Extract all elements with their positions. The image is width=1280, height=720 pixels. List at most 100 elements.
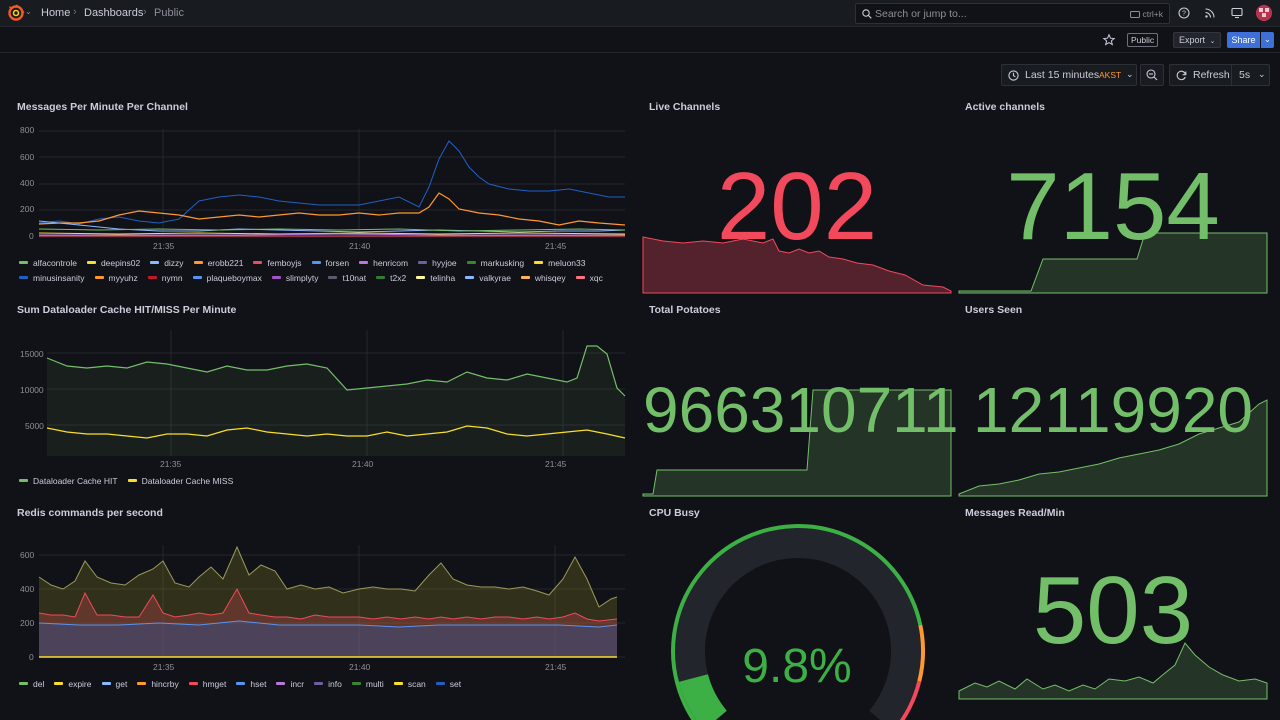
panel-title[interactable]: CPU Busy bbox=[649, 507, 700, 519]
help-icon[interactable]: ? bbox=[1178, 7, 1190, 19]
dashboard-toolbar: Public Export ⌄ Share ⌄ bbox=[0, 28, 1280, 53]
legend-item[interactable]: whisqey bbox=[520, 270, 566, 285]
panel-live-channels: Live Channels 202 bbox=[642, 101, 952, 294]
legend-label: deepins02 bbox=[100, 257, 141, 268]
panel-title[interactable]: Total Potatoes bbox=[649, 304, 721, 316]
legend-item[interactable]: alfacontrole bbox=[19, 255, 77, 270]
sparkline bbox=[642, 236, 952, 294]
legend-label: femboyjs bbox=[267, 257, 302, 268]
legend-label: hyyjoe bbox=[432, 257, 457, 268]
timeseries-chart[interactable] bbox=[38, 129, 626, 239]
refresh-label: Refresh bbox=[1193, 69, 1230, 81]
zoom-out-button[interactable] bbox=[1140, 64, 1164, 86]
legend-item[interactable]: hincrby bbox=[137, 676, 179, 691]
legend-item[interactable]: set bbox=[435, 676, 461, 691]
share-button[interactable]: Share bbox=[1227, 32, 1260, 48]
y-tick: 0 bbox=[29, 652, 34, 662]
x-tick: 21:45 bbox=[545, 662, 567, 672]
legend-item[interactable]: henricom bbox=[359, 255, 408, 270]
panel-title[interactable]: Sum Dataloader Cache HIT/MISS Per Minute bbox=[17, 304, 237, 316]
legend-item[interactable]: del bbox=[19, 676, 44, 691]
stat-value: 966310711 bbox=[643, 374, 959, 446]
legend-item[interactable]: slimplyty bbox=[271, 270, 318, 285]
legend-item[interactable]: info bbox=[314, 676, 342, 691]
legend-item[interactable]: hset bbox=[236, 676, 266, 691]
y-tick: 800 bbox=[20, 125, 35, 135]
legend-label: meluon33 bbox=[548, 257, 586, 268]
y-tick: 0 bbox=[29, 231, 34, 241]
gauge-threshold-red bbox=[899, 680, 922, 720]
x-tick: 21:40 bbox=[352, 459, 374, 469]
legend-item[interactable]: incr bbox=[276, 676, 304, 691]
legend-swatch bbox=[86, 261, 96, 264]
legend-item[interactable]: meluon33 bbox=[534, 255, 585, 270]
legend-swatch bbox=[19, 276, 28, 279]
legend-item[interactable]: dizzy bbox=[150, 255, 184, 270]
panel-title[interactable]: Active channels bbox=[965, 101, 1045, 113]
star-icon[interactable] bbox=[1102, 33, 1116, 46]
legend-swatch bbox=[54, 682, 64, 685]
timeseries-chart[interactable] bbox=[38, 545, 625, 659]
legend-swatch bbox=[193, 261, 203, 264]
legend-swatch bbox=[271, 276, 281, 279]
gauge-threshold-orange bbox=[917, 624, 926, 682]
legend-item[interactable]: multi bbox=[351, 676, 384, 691]
legend-item[interactable]: get bbox=[101, 676, 127, 691]
legend-label: henricom bbox=[373, 257, 409, 268]
legend-item[interactable]: valkyrae bbox=[465, 270, 511, 285]
rss-icon[interactable] bbox=[1204, 7, 1216, 19]
gauge-threshold-green bbox=[671, 524, 923, 720]
legend-swatch bbox=[534, 261, 544, 264]
sparkline-area bbox=[642, 236, 952, 294]
legend-label: hset bbox=[250, 678, 267, 689]
series-line bbox=[38, 140, 625, 225]
timeseries-chart[interactable] bbox=[46, 330, 626, 456]
legend-item[interactable]: scan bbox=[393, 676, 426, 691]
share-dropdown-button[interactable]: ⌄ bbox=[1261, 32, 1274, 48]
legend-swatch bbox=[137, 682, 147, 685]
breadcrumb-dashboards[interactable]: Dashboards bbox=[84, 7, 144, 19]
panel-title[interactable]: Redis commands per second bbox=[17, 507, 163, 519]
legend-item[interactable]: plaqueboymax bbox=[192, 270, 262, 285]
public-tag[interactable]: Public bbox=[1127, 33, 1159, 47]
refresh-icon bbox=[1176, 70, 1187, 81]
panel-title[interactable]: Messages Read/Min bbox=[965, 507, 1065, 519]
grafana-logo-icon[interactable] bbox=[8, 4, 25, 21]
legend-swatch bbox=[19, 261, 28, 264]
legend-item[interactable]: xqc bbox=[575, 270, 603, 285]
breadcrumb-home[interactable]: Home bbox=[41, 7, 71, 19]
panel-title[interactable]: Users Seen bbox=[965, 304, 1023, 316]
series-line bbox=[38, 228, 626, 232]
refresh-picker[interactable]: Refresh 5s ⌄ bbox=[1169, 64, 1270, 86]
sparkline bbox=[958, 642, 1268, 700]
panel-title[interactable]: Messages Per Minute Per Channel bbox=[17, 101, 188, 113]
legend-item[interactable]: femboyjs bbox=[253, 255, 302, 270]
legend-swatch bbox=[19, 682, 28, 685]
legend-item[interactable]: minusinsanity bbox=[19, 270, 85, 285]
legend-item[interactable]: forsen bbox=[311, 255, 349, 270]
legend-swatch bbox=[101, 682, 111, 685]
legend-item[interactable]: Dataloader Cache HIT bbox=[19, 473, 118, 488]
legend-item[interactable]: myyuhz bbox=[94, 270, 138, 285]
legend-item[interactable]: erobb221 bbox=[193, 255, 243, 270]
series-line bbox=[38, 220, 626, 233]
sparkline-area bbox=[958, 399, 1268, 497]
legend-item[interactable]: deepins02 bbox=[86, 255, 141, 270]
legend-item[interactable]: hyyjoe bbox=[418, 255, 457, 270]
time-range-picker[interactable]: Last 15 minutes AKST ⌄ bbox=[1001, 64, 1137, 86]
panel-title[interactable]: Live Channels bbox=[649, 101, 721, 113]
search-input[interactable]: Search or jump to... ctrl+k bbox=[855, 3, 1170, 24]
legend-item[interactable]: t10nat bbox=[328, 270, 366, 285]
monitor-icon[interactable] bbox=[1231, 7, 1243, 19]
legend-item[interactable]: t2x2 bbox=[376, 270, 406, 285]
export-button[interactable]: Export ⌄ bbox=[1173, 32, 1221, 48]
legend-item[interactable]: nymn bbox=[147, 270, 183, 285]
legend-item[interactable]: expire bbox=[54, 676, 92, 691]
legend-label: hincrby bbox=[151, 678, 179, 689]
chevron-down-icon[interactable]: ⌄ bbox=[25, 7, 32, 16]
legend-item[interactable]: Dataloader Cache MISS bbox=[127, 473, 233, 488]
legend-item[interactable]: telinha bbox=[416, 270, 455, 285]
legend-item[interactable]: hmget bbox=[188, 676, 226, 691]
avatar[interactable] bbox=[1256, 5, 1272, 21]
legend-item[interactable]: markusking bbox=[466, 255, 524, 270]
